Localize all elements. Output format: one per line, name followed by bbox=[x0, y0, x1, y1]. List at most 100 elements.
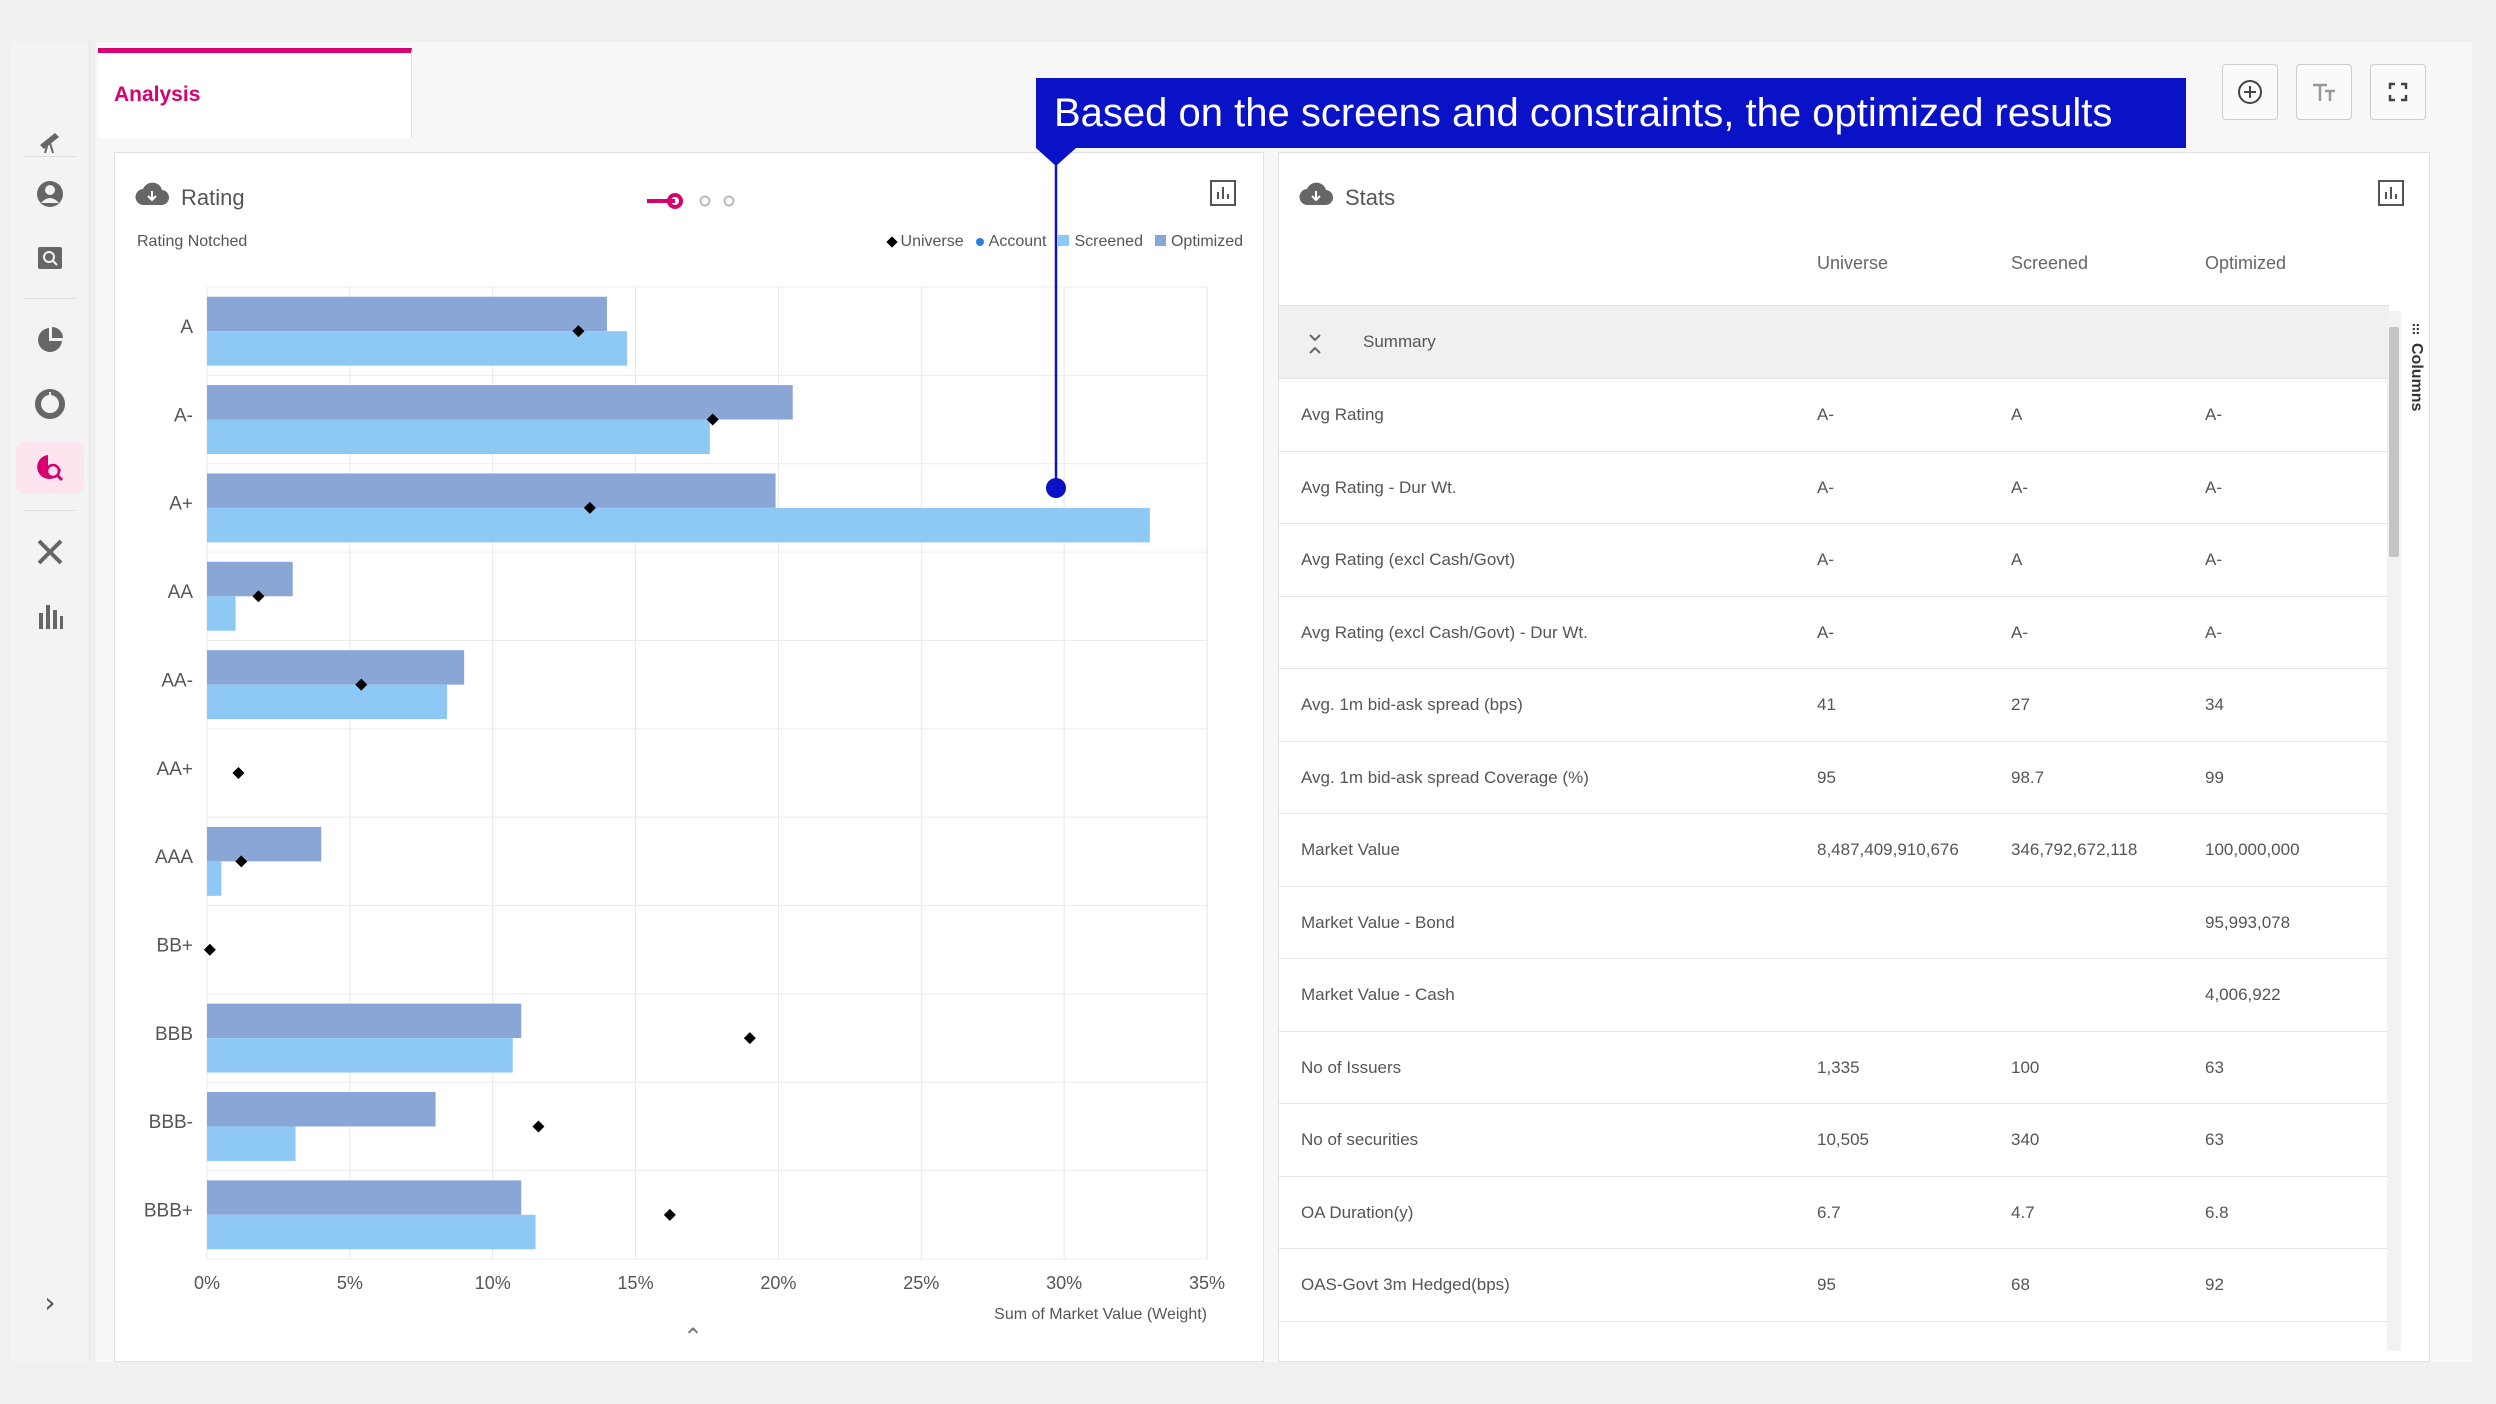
legend-optimized[interactable]: Optimized bbox=[1154, 233, 1243, 251]
chevron-right-icon[interactable]: › bbox=[44, 1286, 56, 1319]
bar-optimized bbox=[207, 296, 607, 332]
cell-screened: 340 bbox=[2011, 1130, 2040, 1149]
column-header-optimized[interactable]: Optimized bbox=[2205, 253, 2287, 273]
table-row[interactable]: Avg. 1m bid-ask spread (bps) 41 27 34 bbox=[1279, 669, 2389, 742]
cell-label: Market Value - Cash bbox=[1301, 985, 1455, 1004]
cell-screened: 27 bbox=[2011, 695, 2030, 714]
table-row[interactable]: OA Duration(y) 6.7 4.7 6.8 bbox=[1279, 1177, 2389, 1249]
column-header-universe[interactable]: Universe bbox=[1817, 253, 1889, 273]
cloud-download-icon[interactable] bbox=[135, 181, 169, 207]
table-row[interactable]: Market Value - Bond 95,993,078 bbox=[1279, 887, 2389, 959]
cell-universe: 8,487,409,910,676 bbox=[1817, 840, 1959, 859]
search-doc-icon[interactable] bbox=[10, 232, 90, 284]
cell-universe: A- bbox=[1817, 622, 1834, 642]
cell-optimized: 92 bbox=[2205, 1275, 2224, 1294]
y-tick-label: AA- bbox=[161, 670, 193, 691]
cell-optimized: A- bbox=[2205, 405, 2222, 424]
cell-label: No of securities bbox=[1301, 1130, 1419, 1149]
group-row-summary[interactable]: Summary bbox=[1279, 305, 2389, 379]
table-row[interactable]: No of securities 10,505 340 63 bbox=[1279, 1104, 2389, 1177]
marker-universe bbox=[232, 767, 245, 779]
tools-icon[interactable] bbox=[10, 526, 90, 578]
cell-universe: A- bbox=[1817, 477, 1834, 497]
cell-label: No of Issuers bbox=[1301, 1057, 1402, 1077]
x-tick-label: 5% bbox=[337, 1273, 363, 1293]
callout-text: Based on the screens and constraints, th… bbox=[1054, 90, 2113, 135]
legend-account[interactable]: Account bbox=[975, 233, 1046, 251]
table-row[interactable]: Avg Rating - Dur Wt. A- A- A- bbox=[1279, 452, 2389, 524]
table-row[interactable]: OAS-Govt 3m Hedged(bps) 95 68 92 bbox=[1279, 1249, 2389, 1322]
chart-legend: Universe Account Screened Optimized bbox=[885, 233, 1243, 251]
marker-universe bbox=[663, 1208, 676, 1221]
table-row[interactable]: Avg Rating (excl Cash/Govt) A- A A- bbox=[1279, 524, 2389, 597]
cell-label: Avg Rating (excl Cash/Govt) bbox=[1301, 550, 1516, 569]
bar-optimized bbox=[207, 561, 293, 597]
cell-universe: A- bbox=[1817, 550, 1834, 569]
pie-chart-icon[interactable] bbox=[10, 314, 90, 366]
group-label: Summary bbox=[1363, 332, 1436, 351]
bar-chart-icon[interactable] bbox=[10, 590, 90, 642]
x-tick-label: 20% bbox=[760, 1273, 796, 1293]
legend-screened[interactable]: Screened bbox=[1058, 233, 1143, 251]
callout-banner: Based on the screens and constraints, th… bbox=[1036, 78, 2186, 148]
legend-universe[interactable]: Universe bbox=[885, 233, 964, 251]
table-row[interactable]: Market Value - Cash 4,006,922 bbox=[1279, 959, 2389, 1032]
cloud-download-icon[interactable] bbox=[1299, 181, 1333, 207]
scrollbar-thumb[interactable] bbox=[2389, 327, 2399, 557]
x-tick-label: 15% bbox=[618, 1273, 654, 1293]
columns-grid-icon[interactable]: ⠿ bbox=[2410, 323, 2421, 339]
cell-screened: A- bbox=[2011, 622, 2028, 642]
cell-optimized: 6.8 bbox=[2205, 1202, 2229, 1222]
cell-label: Avg. 1m bid-ask spread Coverage (%) bbox=[1301, 767, 1589, 787]
scrollbar[interactable] bbox=[2387, 311, 2401, 1351]
cell-label: Market Value - Bond bbox=[1301, 912, 1455, 932]
text-size-icon[interactable] bbox=[2296, 64, 2352, 120]
marker-universe bbox=[532, 1120, 545, 1133]
cell-optimized: A- bbox=[2205, 477, 2222, 497]
bar-optimized bbox=[207, 826, 322, 862]
chart-toggle-icon[interactable] bbox=[2377, 179, 2405, 207]
user-icon[interactable] bbox=[10, 168, 90, 220]
table-row[interactable]: Market Value 8,487,409,910,676 346,792,672… bbox=[1279, 814, 2389, 887]
bar-screened bbox=[207, 684, 447, 720]
stats-panel: Stats Universe Screened Optimized Summar… bbox=[1278, 152, 2430, 1362]
table-row[interactable]: No of Issuers 1,335 100 63 bbox=[1279, 1032, 2389, 1104]
bar-screened bbox=[207, 1214, 536, 1250]
y-tick-label: BB+ bbox=[157, 935, 193, 956]
cell-optimized: 4,006,922 bbox=[2205, 985, 2281, 1004]
x-axis-label: Sum of Market Value (Weight) bbox=[994, 1306, 1207, 1323]
carousel-dots[interactable] bbox=[645, 189, 755, 213]
donut-chart-icon[interactable] bbox=[10, 378, 90, 430]
cell-label: Market Value bbox=[1301, 840, 1400, 859]
cell-label: Avg Rating bbox=[1301, 405, 1384, 424]
table-row[interactable]: Avg Rating (excl Cash/Govt) - Dur Wt. A- A… bbox=[1279, 597, 2389, 669]
x-tick-label: 30% bbox=[1046, 1273, 1082, 1293]
main-area: Analysis Rating Rating Notched Universe … bbox=[96, 42, 2472, 1362]
marker-universe bbox=[583, 501, 596, 514]
chevron-up-icon[interactable]: ⌃ bbox=[683, 1323, 704, 1351]
cell-optimized: 63 bbox=[2205, 1057, 2224, 1077]
bar-optimized bbox=[207, 1180, 522, 1215]
column-header-screened[interactable]: Screened bbox=[2011, 253, 2089, 273]
bar-optimized bbox=[207, 473, 776, 508]
bar-screened bbox=[207, 507, 1150, 543]
columns-side-button[interactable]: Columns bbox=[2408, 343, 2425, 412]
telescope-icon[interactable] bbox=[10, 114, 90, 166]
marker-universe bbox=[252, 590, 265, 603]
chart-toggle-icon[interactable] bbox=[1209, 179, 1237, 207]
table-row[interactable]: Avg. 1m bid-ask spread Coverage (%) 95 98.… bbox=[1279, 742, 2389, 814]
cell-universe: 41 bbox=[1817, 695, 1836, 714]
collapse-icon[interactable] bbox=[1307, 332, 1323, 356]
analysis-search-icon[interactable] bbox=[16, 442, 84, 494]
table-row[interactable]: Avg Rating A- A A- bbox=[1279, 379, 2389, 452]
cell-screened: 98.7 bbox=[2011, 767, 2045, 787]
bar-optimized bbox=[207, 385, 793, 420]
tab-analysis[interactable]: Analysis bbox=[98, 48, 412, 138]
x-tick-label: 25% bbox=[903, 1273, 939, 1293]
cell-screened: A bbox=[2011, 405, 2023, 424]
marker-universe bbox=[572, 325, 585, 338]
add-button[interactable] bbox=[2222, 64, 2278, 120]
fullscreen-icon[interactable] bbox=[2370, 64, 2426, 120]
marker-universe bbox=[203, 943, 216, 956]
marker-universe bbox=[235, 855, 248, 868]
